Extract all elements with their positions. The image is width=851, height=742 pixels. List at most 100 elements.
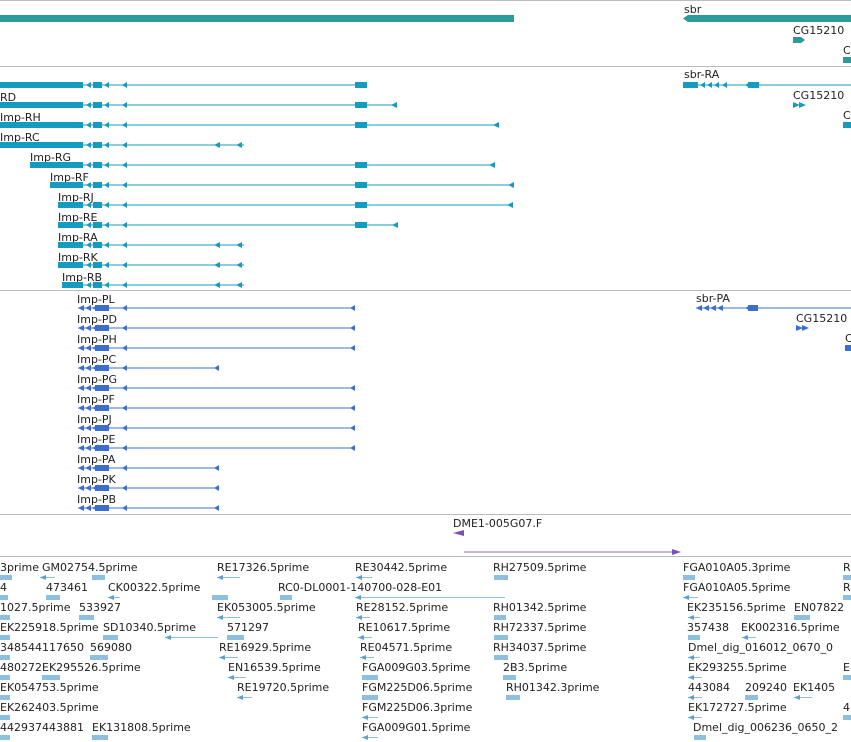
exon-arrow[interactable]: [86, 222, 91, 228]
est-feature[interactable]: EK131808.5prime: [92, 721, 191, 740]
exon-arrow[interactable]: [104, 102, 109, 108]
protein-row[interactable]: Imp-PL: [77, 293, 355, 311]
est-label[interactable]: EK293255.5prime: [688, 661, 787, 674]
protein-arrow[interactable]: [122, 325, 127, 331]
est-block[interactable]: [227, 635, 244, 640]
est-label[interactable]: RH01342.3prime: [506, 681, 600, 694]
est-label[interactable]: FGA009G03.5prime: [362, 661, 471, 674]
exon-block[interactable]: [30, 162, 83, 168]
est-feature[interactable]: RH01342.5prime: [493, 601, 587, 620]
protein-arrow[interactable]: [214, 485, 219, 491]
protein-arrow[interactable]: [78, 465, 84, 471]
protein-arrow[interactable]: [85, 465, 91, 471]
transcript-label[interactable]: C: [843, 109, 851, 122]
transcript-row-sbr[interactable]: sbr-RA: [683, 68, 851, 88]
protein-arrow[interactable]: [85, 445, 91, 451]
protein-arrow[interactable]: [78, 485, 84, 491]
est-feature[interactable]: RH34037.5prime: [493, 641, 587, 660]
protein-block[interactable]: [95, 425, 109, 431]
exon-block[interactable]: [0, 102, 83, 108]
protein-row[interactable]: Imp-PH: [77, 333, 355, 351]
est-label[interactable]: EK131808.5prime: [92, 721, 191, 734]
est-arrow[interactable]: [362, 715, 368, 720]
est-label[interactable]: RH27509.5prime: [493, 561, 587, 574]
protein-label[interactable]: C: [845, 332, 851, 345]
exon-arrow[interactable]: [122, 122, 127, 128]
est-arrow[interactable]: [217, 615, 223, 620]
protein-block[interactable]: [95, 365, 109, 371]
est-label[interactable]: RH01342.5prime: [493, 601, 587, 614]
est-block[interactable]: [0, 655, 10, 660]
est-arrow[interactable]: [217, 575, 223, 580]
exon-arrow[interactable]: [104, 242, 109, 248]
exon-block[interactable]: [58, 242, 83, 248]
exon-block[interactable]: [93, 102, 102, 108]
transcript-row[interactable]: Imp-RH: [0, 111, 499, 128]
transcript-row[interactable]: Imp-RC: [0, 131, 244, 148]
est-block[interactable]: [0, 615, 10, 620]
est-feature[interactable]: FGM225D06.3prime: [362, 701, 473, 720]
protein-row-cg15210[interactable]: CG15210: [796, 312, 847, 331]
exon-arrow[interactable]: [86, 102, 91, 108]
est-arrow[interactable]: [165, 635, 171, 640]
est-label[interactable]: EN07822: [794, 601, 844, 614]
est-label[interactable]: EK1405: [793, 681, 835, 694]
protein-row[interactable]: Imp-PE: [77, 433, 355, 451]
protein-label[interactable]: Imp-PH: [77, 333, 117, 346]
protein-arrow[interactable]: [122, 305, 127, 311]
exon-arrow[interactable]: [214, 262, 220, 268]
est-feature[interactable]: FGA009G03.5prime: [362, 661, 471, 680]
est-block[interactable]: [745, 695, 758, 700]
transcript-row[interactable]: Imp-RK: [58, 251, 244, 268]
est-feature[interactable]: EK293255.5prime: [688, 661, 787, 680]
protein-block[interactable]: [95, 305, 109, 311]
est-feature[interactable]: RH27509.5prime: [493, 561, 587, 580]
exon-arrow[interactable]: [86, 262, 91, 268]
exon-block[interactable]: [0, 142, 83, 148]
protein-arrow[interactable]: [85, 505, 91, 511]
est-label[interactable]: EK053005.5prime: [217, 601, 316, 614]
est-label[interactable]: EK262403.5prime: [0, 701, 99, 714]
est-block[interactable]: [843, 715, 851, 720]
protein-block[interactable]: [95, 465, 109, 471]
protein-block[interactable]: [95, 325, 109, 331]
est-arrow[interactable]: [794, 695, 800, 700]
exon-arrow[interactable]: [104, 122, 109, 128]
exon-arrow[interactable]: [707, 82, 712, 88]
est-feature[interactable]: RH01342.3prime: [506, 681, 600, 700]
est-block[interactable]: [494, 635, 508, 640]
exon-arrow[interactable]: [104, 142, 109, 148]
protein-arrow[interactable]: [85, 485, 91, 491]
protein-row[interactable]: Imp-PD: [77, 313, 355, 331]
protein-block[interactable]: [95, 405, 109, 411]
est-feature[interactable]: EN07822: [794, 601, 844, 620]
exon-arrow[interactable]: [122, 82, 127, 88]
exon-block[interactable]: [93, 282, 102, 288]
est-block[interactable]: [494, 615, 506, 620]
transcript-row[interactable]: Imp-RG: [30, 151, 495, 168]
clone-label[interactable]: DME1-005G07.F: [453, 517, 542, 530]
est-arrow[interactable]: [688, 615, 694, 620]
est-feature[interactable]: RE04571.5prime: [360, 641, 452, 660]
protein-row-sbr[interactable]: sbr-PA: [696, 292, 851, 311]
protein-arrow[interactable]: [122, 385, 127, 391]
est-label[interactable]: EK172727.5prime: [688, 701, 787, 714]
est-feature[interactable]: 443084: [688, 681, 730, 700]
exon-arrow[interactable]: [86, 82, 91, 88]
est-feature[interactable]: 209240: [745, 681, 787, 700]
est-arrow[interactable]: [237, 695, 243, 700]
exon-arrow[interactable]: [722, 82, 727, 88]
gene-label-sbr[interactable]: sbr: [684, 3, 702, 16]
protein-arrow[interactable]: [122, 345, 127, 351]
est-block[interactable]: [362, 695, 378, 700]
est-arrow[interactable]: [688, 715, 694, 720]
est-arrow[interactable]: [688, 655, 694, 660]
protein-arrow[interactable]: [78, 325, 84, 331]
exon-arrow[interactable]: [489, 162, 495, 168]
transcript-row[interactable]: Imp-RB: [62, 271, 244, 288]
protein-block[interactable]: [95, 385, 109, 391]
est-feature[interactable]: 4: [843, 701, 851, 720]
exon-block[interactable]: [50, 182, 83, 188]
est-label[interactable]: 480272: [0, 661, 42, 674]
est-feature[interactable]: Dmel_dig_016012_0670_0: [688, 641, 833, 660]
